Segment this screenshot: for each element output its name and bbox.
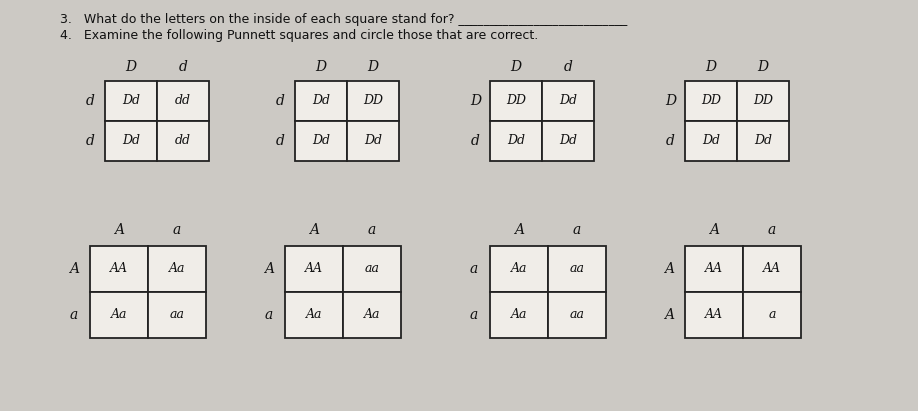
Text: dd: dd (175, 134, 191, 148)
Bar (343, 246, 401, 292)
Text: a: a (368, 223, 376, 237)
Text: Dd: Dd (702, 134, 720, 148)
Text: Dd: Dd (122, 95, 140, 108)
Text: AA: AA (705, 263, 723, 275)
Text: D: D (126, 60, 137, 74)
Bar (743, 292, 801, 338)
Bar (343, 292, 401, 338)
Text: Aa: Aa (111, 309, 128, 321)
Text: a: a (767, 223, 776, 237)
Text: A: A (664, 262, 674, 276)
Bar (347, 121, 399, 161)
Text: d: d (179, 60, 187, 74)
Text: d: d (276, 94, 285, 108)
Text: AA: AA (305, 263, 323, 275)
Text: d: d (276, 134, 285, 148)
Bar (295, 81, 347, 121)
Text: a: a (470, 308, 478, 322)
Text: Dd: Dd (559, 134, 577, 148)
Text: 3.   What do the letters on the inside of each square stand for? _______________: 3. What do the letters on the inside of … (60, 13, 627, 26)
Bar (542, 81, 594, 121)
Text: A: A (514, 223, 524, 237)
Text: DD: DD (506, 95, 526, 108)
Bar (148, 292, 206, 338)
Text: Aa: Aa (306, 309, 322, 321)
Text: Aa: Aa (364, 309, 380, 321)
Text: DD: DD (363, 95, 383, 108)
Text: a: a (264, 308, 273, 322)
Bar (548, 292, 606, 338)
Text: a: a (768, 309, 776, 321)
Text: Dd: Dd (364, 134, 382, 148)
Text: d: d (564, 60, 573, 74)
Bar (685, 246, 743, 292)
Text: d: d (86, 94, 95, 108)
Text: D: D (510, 60, 521, 74)
Text: a: a (70, 308, 78, 322)
Bar (105, 81, 157, 121)
Text: AA: AA (763, 263, 781, 275)
Text: A: A (664, 308, 674, 322)
Text: D: D (665, 94, 676, 108)
Bar (285, 292, 343, 338)
Bar (157, 81, 209, 121)
Text: A: A (709, 223, 719, 237)
Bar (490, 81, 542, 121)
Text: Aa: Aa (169, 263, 185, 275)
Text: A: A (114, 223, 124, 237)
Text: aa: aa (569, 309, 585, 321)
Text: D: D (470, 94, 481, 108)
Bar (542, 121, 594, 161)
Bar (347, 81, 399, 121)
Text: D: D (705, 60, 717, 74)
Text: dd: dd (175, 95, 191, 108)
Text: aa: aa (364, 263, 379, 275)
Bar (148, 246, 206, 292)
Bar (490, 292, 548, 338)
Bar (490, 121, 542, 161)
Text: DD: DD (701, 95, 721, 108)
Text: 4.   Examine the following Punnett squares and circle those that are correct.: 4. Examine the following Punnett squares… (60, 29, 538, 42)
Text: D: D (757, 60, 768, 74)
Bar (685, 121, 737, 161)
Bar (685, 81, 737, 121)
Text: Aa: Aa (510, 309, 527, 321)
Text: AA: AA (110, 263, 128, 275)
Bar (737, 81, 789, 121)
Text: Dd: Dd (312, 95, 330, 108)
Bar (737, 121, 789, 161)
Text: a: a (470, 262, 478, 276)
Text: D: D (367, 60, 378, 74)
Text: d: d (666, 134, 675, 148)
Text: Dd: Dd (507, 134, 525, 148)
Bar (285, 246, 343, 292)
Bar (295, 121, 347, 161)
Text: A: A (263, 262, 274, 276)
Bar (90, 292, 148, 338)
Bar (105, 121, 157, 161)
Text: aa: aa (569, 263, 585, 275)
Bar (490, 246, 548, 292)
Bar (157, 121, 209, 161)
Text: a: a (573, 223, 581, 237)
Text: d: d (86, 134, 95, 148)
Text: Aa: Aa (510, 263, 527, 275)
Bar (743, 246, 801, 292)
Text: Dd: Dd (559, 95, 577, 108)
Text: D: D (316, 60, 327, 74)
Text: a: a (173, 223, 181, 237)
Text: AA: AA (705, 309, 723, 321)
Text: d: d (471, 134, 480, 148)
Bar (685, 292, 743, 338)
Text: A: A (69, 262, 79, 276)
Bar (90, 246, 148, 292)
Text: Dd: Dd (312, 134, 330, 148)
Bar (548, 246, 606, 292)
Text: Dd: Dd (754, 134, 772, 148)
Text: DD: DD (753, 95, 773, 108)
Text: Dd: Dd (122, 134, 140, 148)
Text: A: A (309, 223, 319, 237)
Text: aa: aa (170, 309, 185, 321)
